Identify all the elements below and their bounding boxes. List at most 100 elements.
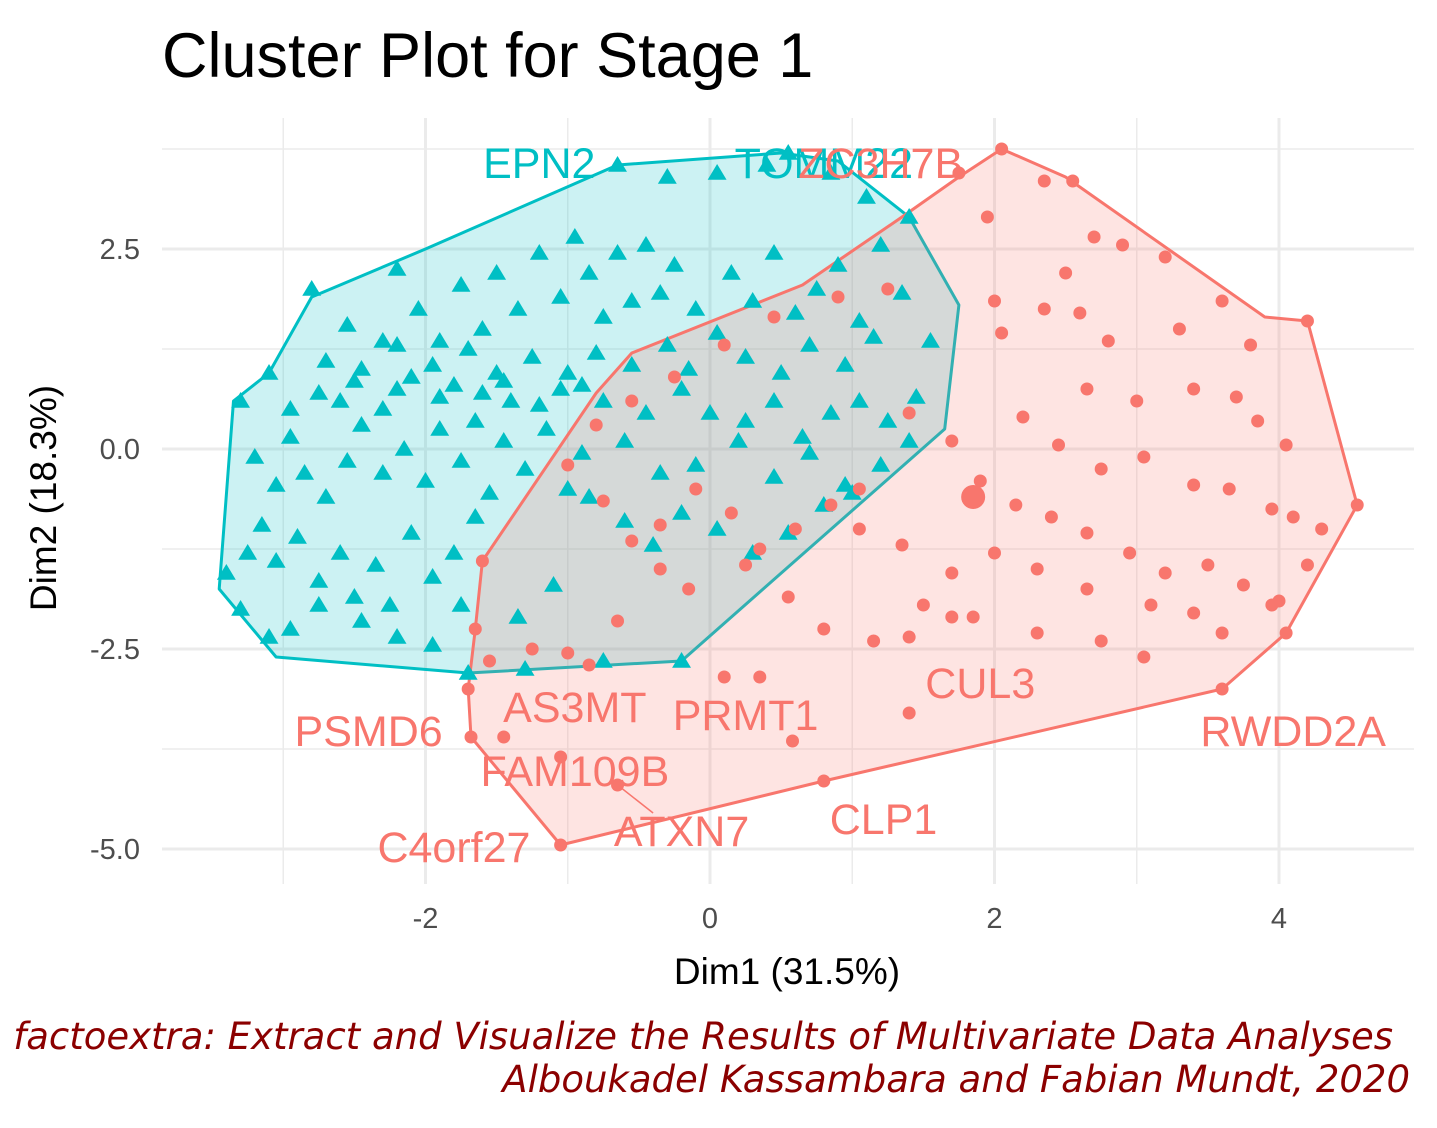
point-label-c4orf27: C4orf27 [377, 824, 530, 872]
cluster-1-point [408, 300, 428, 316]
cluster-1-point [465, 508, 485, 524]
cluster-1-point [245, 448, 265, 464]
y-tick-label: -2.5 [90, 634, 140, 666]
cluster-2-point [1158, 566, 1172, 580]
cluster-1-point [650, 464, 670, 480]
caption-line-1: factoextra: Extract and Visualize the Re… [13, 1015, 1393, 1058]
cluster-1-point [857, 188, 876, 204]
cluster-1-point [700, 404, 720, 420]
cluster-1-hull [217, 151, 961, 675]
cluster-2-point [852, 482, 866, 496]
cluster-1-point [423, 568, 443, 584]
cluster-2-point [824, 498, 838, 512]
cluster-1-point [259, 364, 279, 380]
chart-title: Cluster Plot for Stage 1 [162, 21, 813, 91]
cluster-1-point [216, 564, 236, 580]
cluster-1-point [316, 488, 336, 504]
cluster-1-point [536, 420, 556, 436]
cluster-2-point [916, 598, 930, 612]
y-tick-label: 2.5 [100, 234, 140, 266]
cluster-2-point [468, 622, 482, 636]
cluster-2-point [945, 566, 959, 580]
cluster-2-point [1215, 682, 1229, 696]
cluster-2-point [1229, 390, 1243, 404]
cluster-2-point [1350, 498, 1364, 512]
cluster-2-point [867, 634, 881, 648]
cluster-1-point [266, 476, 286, 492]
cluster-1-point [771, 364, 791, 380]
cluster-2-point [1265, 598, 1279, 612]
cluster-2-point [767, 310, 781, 324]
cluster-2-point [653, 518, 667, 532]
cluster-2-point [995, 142, 1009, 156]
cluster-2-point [483, 654, 497, 668]
cluster-2-point [611, 614, 625, 628]
x-tick-label: 4 [1271, 903, 1287, 935]
cluster-1-point [593, 308, 613, 324]
cluster-1-point [295, 464, 315, 480]
cluster-1-point [508, 608, 528, 624]
cluster-2-point [817, 622, 831, 636]
cluster-2-point [1236, 578, 1250, 592]
cluster-2-point [475, 554, 489, 568]
cluster-1-point [657, 168, 677, 184]
cluster-1-point [288, 528, 307, 544]
cluster-1-point [302, 280, 322, 296]
cluster-2-point [1300, 558, 1314, 572]
cluster-2-point [561, 458, 575, 472]
cluster-1-point [579, 264, 599, 280]
cluster-1-point [458, 664, 478, 680]
cluster-1-point [231, 392, 251, 408]
cluster-2-point [596, 494, 610, 508]
cluster-1-point [878, 412, 898, 428]
cluster-1-point [636, 404, 656, 420]
cluster-2-point [1094, 634, 1108, 648]
cluster-1-point [373, 400, 393, 416]
caption-line-2: Alboukadel Kassambara and Fabian Mundt, … [500, 1058, 1410, 1101]
cluster-2-point [952, 166, 966, 180]
x-tick-label: 0 [702, 903, 718, 935]
cluster-2-point [1123, 546, 1137, 560]
cluster-1-point [444, 544, 464, 560]
cluster-1-point [451, 276, 471, 292]
cluster-1-point [480, 484, 499, 500]
cluster-2-point [1044, 510, 1058, 524]
cluster-2-center [961, 485, 986, 509]
cluster-1-point [764, 244, 784, 260]
cluster-2-point [1244, 338, 1258, 352]
cluster-1-point [394, 440, 414, 456]
cluster-1-point [280, 428, 300, 444]
cluster-2-point [464, 730, 478, 744]
atxn7-leader-line [617, 784, 654, 814]
cluster-1-point [650, 284, 670, 300]
cluster-1-point [643, 536, 663, 552]
cluster-1-point [800, 336, 820, 352]
cluster-1-point [864, 328, 884, 344]
cluster-1-point [330, 544, 350, 560]
cluster-2-point [589, 418, 603, 432]
cluster-2-point [1158, 250, 1172, 264]
cluster-2-point [1080, 582, 1094, 596]
cluster-2-point [1215, 294, 1229, 308]
cluster-1-point [501, 392, 521, 408]
x-tick-label: -2 [413, 903, 439, 935]
cluster-1-point [430, 388, 450, 404]
cluster-2-point [1052, 438, 1066, 452]
cluster-1-point [871, 236, 891, 252]
cluster-2-point [1073, 306, 1087, 320]
cluster-1-point [686, 300, 706, 316]
cluster-1-point [807, 280, 827, 296]
point-label-cul3: CUL3 [925, 660, 1035, 708]
cluster-2-point [995, 326, 1009, 340]
cluster-2-point [1080, 526, 1094, 540]
y-tick-label: -5.0 [90, 834, 140, 866]
cluster-1-point [672, 504, 691, 520]
cluster-1-point [352, 416, 371, 432]
cluster-1-point [515, 460, 535, 476]
cluster-1-point [366, 556, 386, 572]
cluster-2-point [717, 338, 731, 352]
cluster-2-point [554, 750, 568, 764]
cluster-1-point [835, 476, 855, 492]
